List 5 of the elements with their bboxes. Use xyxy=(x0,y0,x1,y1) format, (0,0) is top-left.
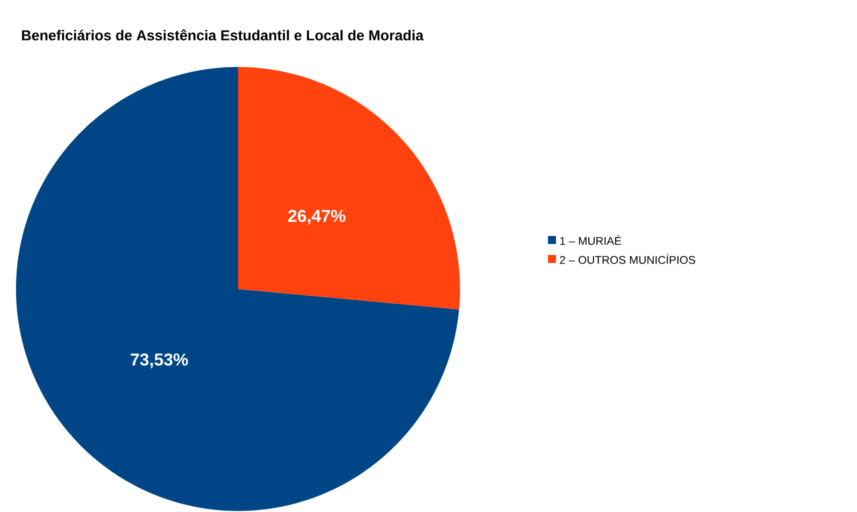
chart-title: Beneficiários de Assistência Estudantil e Local de Moradia xyxy=(22,30,424,40)
data-label: 73,53% xyxy=(130,353,188,368)
data-label: 26,47% xyxy=(288,210,346,225)
legend-label: 2 – OUTROS MUNICÍPIOS xyxy=(560,254,696,264)
legend-label: 1 – MURIAÉ xyxy=(560,235,622,245)
